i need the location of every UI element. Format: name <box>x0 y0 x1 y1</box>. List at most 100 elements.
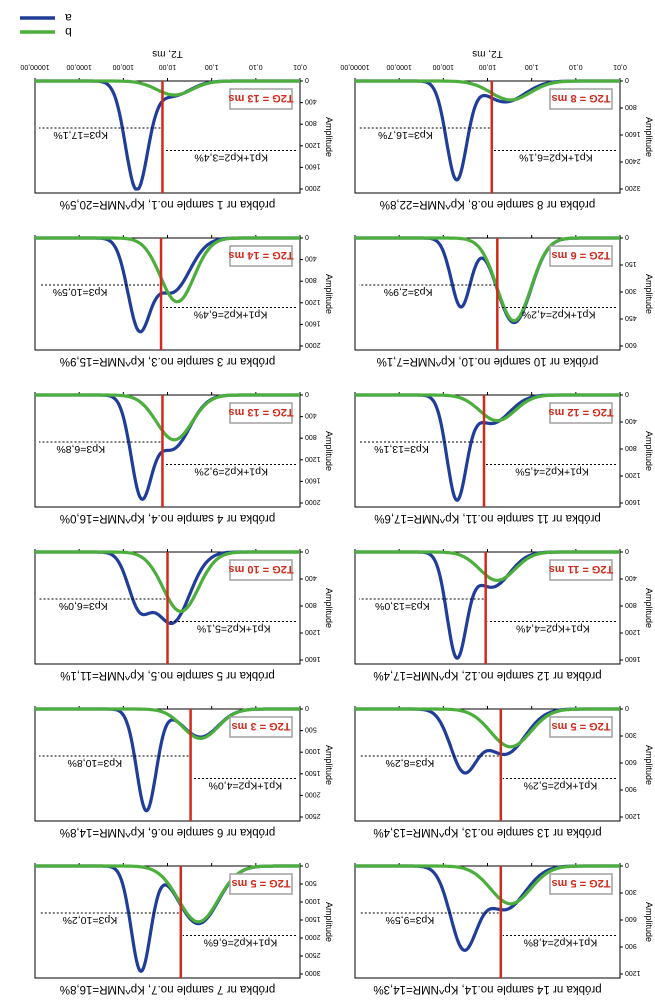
panel-right-4-ytick-label: 600 <box>625 341 637 348</box>
panel-left-2-caption: próbka nr 5 sample no.5, Kp^NMR=11,1% <box>60 669 275 681</box>
panel-right-2-ytick-label: 400 <box>625 574 637 581</box>
axis-left-xtick-label: 1,00 <box>205 63 219 70</box>
axis-left-xtick-label: 10000,00 <box>20 63 49 70</box>
panel-right-0-ytick-label: 1200 <box>625 969 641 976</box>
panel-right-1-caption: próbka nr 13 sample no.13, Kp^NMR=13,4% <box>373 826 601 838</box>
axis-right-xtick-label: 10000,00 <box>340 63 369 70</box>
panel-left-2-kp3-label: Kp3=6,0% <box>59 600 108 612</box>
panel-right-3-ytick-label: 800 <box>625 444 637 451</box>
panel-right-5-kp12-label: Kp1+Kp2=6,1% <box>519 151 593 163</box>
panel-right-0-t2g-label: T2G = 5 ms <box>551 877 610 889</box>
panel-right-4-kp12-label: Kp1+Kp2=4,2% <box>522 308 596 320</box>
panel-left-1-ytick-label: 2000 <box>305 790 321 797</box>
panel-right-5-t2g-label: T2G = 8 ms <box>551 92 610 104</box>
panel-right-4-t2g-box <box>549 245 613 267</box>
panel-left-0-ytick-label: 0 <box>305 861 309 868</box>
panel-left-2-t2g-label: T2G = 10 ms <box>228 563 293 575</box>
panel-left-0-kp3-label: Kp3=10,2% <box>63 914 118 926</box>
panel-left-3-ytick-label: 1200 <box>305 455 321 462</box>
panel-right-5-ytick-label: 1600 <box>625 130 641 137</box>
panel-left-1-ylabel: Amplitude <box>324 745 334 785</box>
panel-left-4-ytick-label: 0 <box>305 233 309 240</box>
axis-left-xlabel: T2, ms <box>152 48 183 59</box>
panel-left-0-caption: próbka nr 7 sample no.7, Kp^NMR=16,8% <box>60 983 275 995</box>
panel-right-4-caption: próbka nr 10 sample no.10, Kp^NMR=7,1% <box>377 355 599 367</box>
panel-left-0-ytick-label: 3000 <box>305 969 321 976</box>
panel-left-4-ytick-label: 1200 <box>305 298 321 305</box>
panel-left-4-ytick-label: 400 <box>305 255 317 262</box>
panel-right-1-ytick-label: 0 <box>625 704 629 711</box>
axis-right-xtick-label: 10,00 <box>479 63 497 70</box>
panel-left-3-caption: próbka nr 4 sample no.4, Kp^NMR=16,0% <box>60 512 275 524</box>
panel-left-2-ytick-label: 1200 <box>305 628 321 635</box>
panel-right-3-caption: próbka nr 11 sample no.11, Kp^NMR=17,6% <box>374 512 600 524</box>
panel-left-3-ytick-label: 2000 <box>305 498 321 505</box>
panel-left-0-kp12-label: Kp1+Kp2=6,6% <box>204 936 278 948</box>
panel-right-1-ytick-label: 1200 <box>625 812 641 819</box>
panel-left-0-ylabel: Amplitude <box>324 902 334 942</box>
panel-left-1-kp12-label: Kp1+Kp2=4,0% <box>209 779 283 791</box>
panel-left-4-kp3-label: Kp3=10,5% <box>53 286 108 298</box>
panel-left-5-ytick-label: 400 <box>305 98 317 105</box>
panel-left-5-ylabel: Amplitude <box>324 117 334 157</box>
panel-right-0-kp3-label: Kp3=9,5% <box>386 914 435 926</box>
panel-right-5-series-b-line <box>354 79 621 102</box>
panel-right-3-t2g-label: T2G = 12 ms <box>548 406 613 418</box>
panel-left-1-ytick-label: 0 <box>305 704 309 711</box>
panel-right-0-kp12-label: Kp1+Kp2=4,8% <box>524 936 598 948</box>
panel-right-3-kp3-label: Kp3=13,1% <box>374 443 429 455</box>
panel-left-0-ytick-label: 1500 <box>305 915 321 922</box>
panel-right-4-series-b-line <box>354 236 621 323</box>
panel-left-0-t2g-label: T2G = 5 ms <box>231 877 290 889</box>
panel-right-3-kp12-label: Kp1+Kp2=4,5% <box>515 465 589 477</box>
panel-left-1-series-b-line <box>34 707 301 740</box>
panel-left-1-ytick-label: 2500 <box>305 812 321 819</box>
panel-right-2-series-b-line <box>354 550 621 582</box>
panel-right-0-caption: próbka nr 14 sample no.14, Kp^NMR=14,3% <box>373 983 601 995</box>
panel-left-1-ytick-label: 500 <box>305 726 317 733</box>
panel-right-1-ytick-label: 600 <box>625 758 637 765</box>
panel-left-1-ytick-label: 1000 <box>305 747 321 754</box>
panel-left-5-series-b-line <box>34 79 301 97</box>
panel-right-2-ylabel: Amplitude <box>644 588 654 628</box>
panel-left-4-t2g-label: T2G = 14 ms <box>228 249 293 261</box>
panel-left-3-ytick-label: 400 <box>305 412 317 419</box>
panel-left-5-kp12-label: Kp1+Kp2=3,4% <box>194 151 268 163</box>
panel-left-3-ytick-label: 800 <box>305 433 317 440</box>
panel-left-3-kp12-label: Kp1+Kp2=9,2% <box>194 465 268 477</box>
axis-right-xtick-label: 100,00 <box>433 63 455 70</box>
panel-right-2-ytick-label: 0 <box>625 547 629 554</box>
panel-right-4-kp3-label: Kp3=2,9% <box>384 286 433 298</box>
panel-right-4-ytick-label: 300 <box>625 287 637 294</box>
panel-right-2-kp3-label: Kp3=13,0% <box>375 600 430 612</box>
panel-right-1-kp3-label: Kp3=8,2% <box>386 757 435 769</box>
panel-right-5-caption: próbka nr 8 sample no.8, Kp^NMR=22,8% <box>380 198 595 210</box>
panel-left-2-ytick-label: 400 <box>305 574 317 581</box>
panel-right-3-t2g-box <box>549 402 613 424</box>
panel-right-4-ytick-label: 0 <box>625 233 629 240</box>
panel-right-4-ytick-label: 450 <box>625 314 637 321</box>
panel-left-2-kp12-label: Kp1+Kp2=5,1% <box>197 622 271 634</box>
panel-right-4-ytick-label: 150 <box>625 260 637 267</box>
panel-right-2-ytick-label: 800 <box>625 601 637 608</box>
panel-left-0-ytick-label: 2500 <box>305 951 321 958</box>
panel-right-2-caption: próbka nr 12 sample no.12, Kp^NMR=17,4% <box>373 669 601 681</box>
panel-right-4-t2g-label: T2G = 6 ms <box>551 249 610 261</box>
panel-left-1-t2g-label: T2G = 3 ms <box>231 720 290 732</box>
panel-right-3-ylabel: Amplitude <box>644 431 654 471</box>
panel-left-3-ytick-label: 0 <box>305 390 309 397</box>
panel-left-4-ytick-label: 2000 <box>305 341 321 348</box>
panel-left-0-ytick-label: 500 <box>305 879 317 886</box>
panel-right-5-ytick-label: 0 <box>625 76 629 83</box>
panel-left-5-ytick-label: 0 <box>305 76 309 83</box>
panel-right-5-kp3-label: Kp3=16,7% <box>378 129 433 141</box>
panel-left-4-kp12-label: Kp1+Kp2=6,4% <box>194 308 268 320</box>
panel-right-3-ytick-label: 1200 <box>625 471 641 478</box>
panel-left-5-caption: próbka nr 1 sample no.1, Kp^NMR=20,5% <box>60 198 275 210</box>
axis-left-xtick-label: 100,00 <box>113 63 135 70</box>
axis-left-xtick-label: 1000,00 <box>66 63 91 70</box>
panel-right-0-ytick-label: 300 <box>625 888 637 895</box>
panel-right-1-ytick-label: 900 <box>625 785 637 792</box>
